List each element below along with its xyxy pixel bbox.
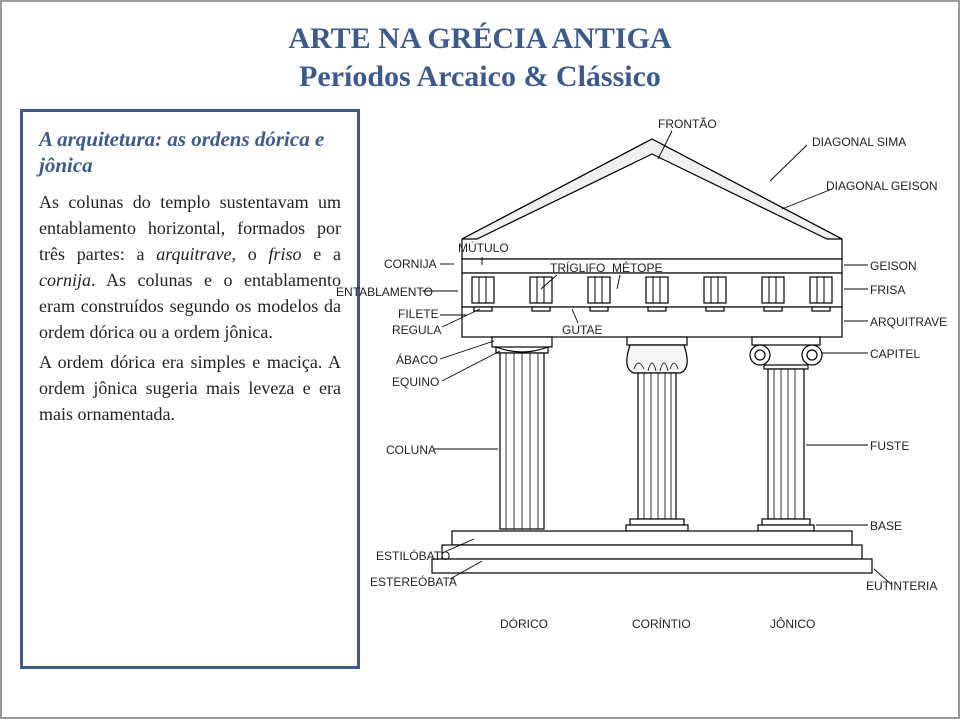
label-mutulo: MÚTULO [458, 241, 509, 255]
title-line-1: ARTE NA GRÉCIA ANTIGA [2, 20, 958, 58]
label-filete: FILETE [398, 307, 439, 321]
label-capitel: CAPITEL [870, 347, 920, 361]
label-diagonal-geison: DIAGONAL GEISON [826, 179, 938, 193]
label-corintio: CORÍNTIO [632, 617, 691, 631]
subtitle: A arquitetura: as ordens dórica e jônica [39, 126, 341, 179]
term-cornija: cornija [39, 270, 91, 290]
p1-c: e a [302, 244, 341, 264]
diagram-wrap: FRONTÃO DIAGONAL SIMA DIAGONAL GEISON CO… [372, 109, 940, 669]
header: ARTE NA GRÉCIA ANTIGA Períodos Arcaico &… [2, 2, 958, 99]
paragraph-1: As colunas do templo sustentavam um enta… [39, 189, 341, 346]
page: ARTE NA GRÉCIA ANTIGA Períodos Arcaico &… [0, 0, 960, 719]
label-metope: MÉTOPE [612, 261, 662, 275]
label-fuste: FUSTE [870, 439, 909, 453]
label-abaco: ÁBACO [396, 353, 438, 367]
title-line-2: Períodos Arcaico & Clássico [2, 58, 958, 96]
label-triglifo: TRÍGLIFO [550, 261, 605, 275]
label-dorico: DÓRICO [500, 617, 548, 631]
label-estereobata: ESTEREÓBATA [370, 575, 457, 589]
label-gutae: GUTAE [562, 323, 602, 337]
p1-b: , o [232, 244, 269, 264]
label-jonico: JÔNICO [770, 617, 815, 631]
term-friso: friso [269, 244, 302, 264]
label-frisa: FRISA [870, 283, 905, 297]
label-geison: GEISON [870, 259, 917, 273]
label-regula: REGULA [392, 323, 441, 337]
label-arquitrave: ARQUITRAVE [870, 315, 947, 329]
label-base: BASE [870, 519, 902, 533]
text-panel: A arquitetura: as ordens dórica e jônica… [20, 109, 360, 669]
term-arquitrave: arquitrave [156, 244, 231, 264]
label-eutinteria: EUTINTERIA [866, 579, 937, 593]
label-estilobato: ESTILÓBATO [376, 549, 450, 563]
label-entablamento: ENTABLAMENTO [336, 285, 433, 299]
temple-diagram: FRONTÃO DIAGONAL SIMA DIAGONAL GEISON CO… [372, 109, 932, 669]
label-equino: EQUINO [392, 375, 439, 389]
label-diagonal-sima: DIAGONAL SIMA [812, 135, 906, 149]
label-cornija: CORNIJA [384, 257, 437, 271]
paragraph-2: A ordem dórica era simples e maciça. A o… [39, 349, 341, 427]
label-frontao: FRONTÃO [658, 117, 717, 131]
label-coluna: COLUNA [386, 443, 436, 457]
content-row: A arquitetura: as ordens dórica e jônica… [2, 99, 958, 679]
